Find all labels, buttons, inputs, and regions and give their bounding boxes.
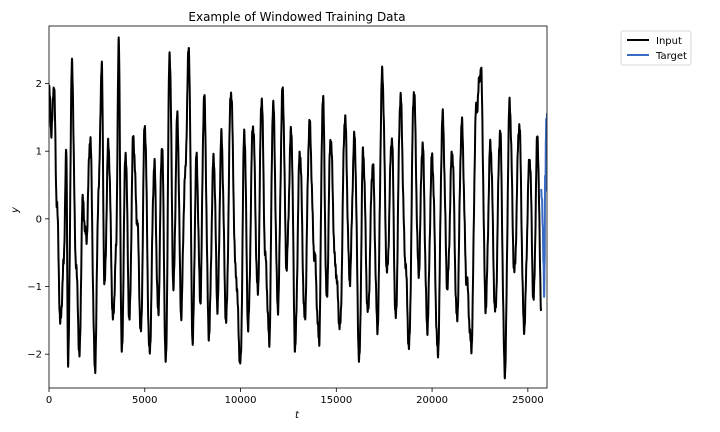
- plot-frame: [48, 25, 548, 389]
- y-axis-label: y: [10, 206, 21, 214]
- y-tick-label: −2: [27, 350, 42, 361]
- chart-title: Example of Windowed Training Data: [188, 10, 405, 24]
- series-line-target: [540, 113, 547, 298]
- legend-target-label: Target: [655, 51, 687, 62]
- y-tick-label: 2: [36, 79, 42, 90]
- legend: Input Target: [620, 30, 692, 66]
- x-tick-label: 0: [46, 395, 52, 406]
- y-axis: −2 −1 0 1 2: [27, 79, 49, 361]
- x-axis: 0 5000 10000 15000 20000 25000: [46, 388, 544, 406]
- x-tick-label: 20000: [416, 395, 448, 406]
- x-tick-label: 5000: [132, 395, 157, 406]
- x-tick-label: 25000: [512, 395, 544, 406]
- x-tick-label: 15000: [320, 395, 352, 406]
- plot-area: [48, 25, 548, 389]
- series-line-input: [49, 36, 543, 380]
- y-tick-label: 0: [36, 214, 42, 225]
- x-axis-label: t: [295, 410, 300, 421]
- y-tick-label: 1: [36, 147, 42, 158]
- y-tick-label: −1: [27, 282, 42, 293]
- legend-input-label: Input: [656, 36, 682, 47]
- x-tick-label: 10000: [225, 395, 257, 406]
